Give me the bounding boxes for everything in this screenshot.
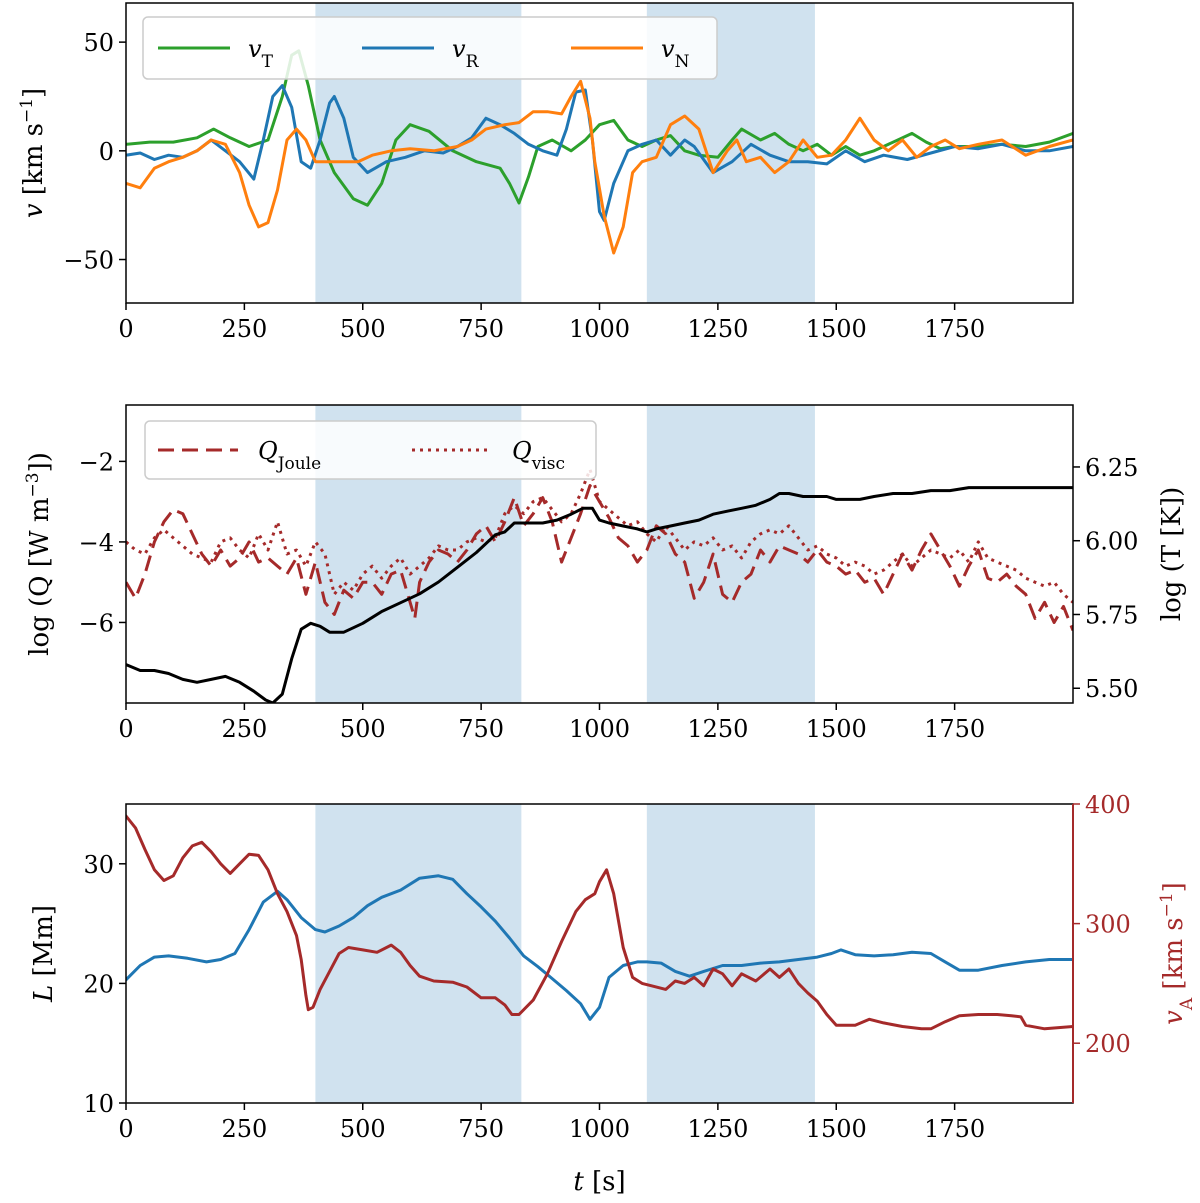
series-line-T bbox=[126, 486, 1073, 703]
y-right-tick-label: 6.25 bbox=[1085, 454, 1138, 482]
x-tick-label: 0 bbox=[118, 1115, 133, 1143]
series-line-Q_visc bbox=[126, 467, 1073, 604]
panel-3: 0 250 500 750 1000 1250 1500 1750 10 20 30 200 300 40… bbox=[83, 791, 1130, 1143]
x-tick-label: 0 bbox=[118, 315, 133, 343]
shaded-interval-2 bbox=[646, 405, 815, 703]
y-axis-label-temperature: log (T [K]) bbox=[1157, 487, 1187, 621]
legend-label-Qvisc: Qvisc bbox=[512, 437, 565, 474]
x-tick-label: 1500 bbox=[806, 315, 867, 343]
y-right-tick-label: 6.00 bbox=[1085, 528, 1138, 556]
y-tick-label: −4 bbox=[79, 529, 114, 557]
y-tick-label: 0 bbox=[99, 138, 114, 166]
y-tick-label: 30 bbox=[83, 851, 114, 879]
legend-label-vN: vN bbox=[661, 35, 690, 72]
y-right-tick-label: 400 bbox=[1085, 791, 1131, 819]
x-tick-label: 1250 bbox=[687, 1115, 748, 1143]
y-tick-label: 20 bbox=[83, 970, 114, 998]
y-right-tick-label: 5.75 bbox=[1085, 601, 1138, 629]
plot-area bbox=[126, 49, 1073, 255]
x-tick-label: 1250 bbox=[687, 315, 748, 343]
series-line-vR bbox=[126, 84, 1073, 222]
x-tick-label: 1250 bbox=[687, 715, 748, 743]
x-tick-label: 500 bbox=[340, 315, 386, 343]
y-axis-label-length: L [Mm] bbox=[29, 905, 59, 1003]
y-right-tick-label: 200 bbox=[1085, 1030, 1131, 1058]
series-line-vN bbox=[126, 79, 1073, 255]
y-tick-label: 50 bbox=[83, 29, 114, 57]
x-tick-label: 750 bbox=[458, 315, 504, 343]
x-axis-label-time: t [s] bbox=[573, 1167, 625, 1197]
x-tick-label: 1000 bbox=[569, 315, 630, 343]
y-tick-label: −50 bbox=[63, 247, 114, 275]
series-line-L bbox=[126, 874, 1073, 1021]
plot-area bbox=[126, 467, 1073, 703]
x-tick-label: 1500 bbox=[806, 715, 867, 743]
x-tick-label: 1000 bbox=[569, 1115, 630, 1143]
y-axis-label-heating: log (Q [W m−3]) bbox=[23, 452, 55, 656]
x-tick-label: 1000 bbox=[569, 715, 630, 743]
x-tick-label: 250 bbox=[221, 715, 267, 743]
x-tick-label: 500 bbox=[340, 715, 386, 743]
x-tick-label: 500 bbox=[340, 1115, 386, 1143]
x-tick-label: 250 bbox=[221, 1115, 267, 1143]
x-tick-label: 1750 bbox=[924, 1115, 985, 1143]
y-axis-label-velocity: v [km s−1] bbox=[17, 88, 49, 218]
x-tick-label: 750 bbox=[458, 1115, 504, 1143]
plot-area bbox=[126, 814, 1073, 1031]
series-line-Q_Joule bbox=[126, 484, 1073, 632]
x-tick-label: 750 bbox=[458, 715, 504, 743]
legend-label-QJoule: QJoule bbox=[258, 437, 321, 474]
x-tick-label: 1500 bbox=[806, 1115, 867, 1143]
x-tick-label: 1750 bbox=[924, 315, 985, 343]
y-right-tick-label: 5.50 bbox=[1085, 675, 1138, 703]
y-axis-label-alfven-speed: vA [km s−1] bbox=[1157, 882, 1197, 1025]
y-tick-label: −6 bbox=[79, 609, 114, 637]
x-tick-label: 250 bbox=[221, 315, 267, 343]
shaded-interval-1 bbox=[315, 804, 522, 1103]
y-tick-label: 10 bbox=[83, 1090, 114, 1118]
y-right-tick-label: 300 bbox=[1085, 911, 1131, 939]
x-tick-label: 1750 bbox=[924, 715, 985, 743]
y-tick-label: −2 bbox=[79, 448, 114, 476]
x-tick-label: 0 bbox=[118, 715, 133, 743]
series-line-vA bbox=[126, 814, 1073, 1031]
shaded-interval-2 bbox=[646, 804, 815, 1103]
legend-label-vR: vR bbox=[452, 35, 480, 72]
legend-label-vT: vT bbox=[248, 35, 274, 72]
legend-heating bbox=[144, 420, 597, 480]
